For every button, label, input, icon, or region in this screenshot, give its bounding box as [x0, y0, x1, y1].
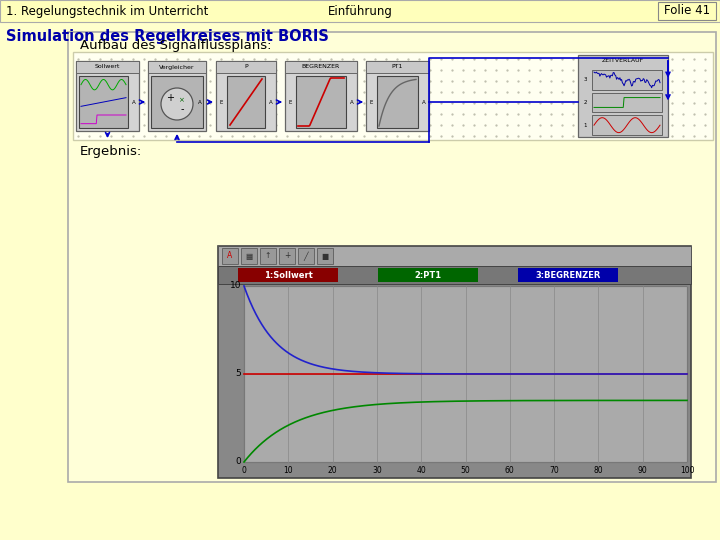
Text: +: +	[166, 93, 174, 103]
Text: PT1: PT1	[392, 64, 403, 70]
Bar	[260, 248, 276, 264]
Bar	[148, 61, 206, 131]
Text: Sollwert: Sollwert	[95, 64, 120, 70]
Bar	[366, 61, 429, 131]
Bar	[377, 76, 418, 128]
Bar	[592, 70, 662, 90]
Text: 10: 10	[230, 281, 241, 291]
Bar	[76, 61, 139, 73]
Bar	[378, 268, 478, 282]
Text: 1. Regelungstechnik im Unterricht: 1. Regelungstechnik im Unterricht	[6, 4, 208, 17]
Bar	[0, 0, 720, 22]
Text: 0: 0	[242, 466, 246, 475]
Text: 3:BEGRENZER: 3:BEGRENZER	[535, 271, 600, 280]
Bar	[216, 61, 276, 73]
Text: A: A	[132, 99, 136, 105]
Text: 10: 10	[284, 466, 293, 475]
Text: 70: 70	[549, 466, 559, 475]
Text: A: A	[228, 252, 233, 260]
Text: 2: 2	[583, 100, 587, 105]
Text: A: A	[422, 99, 426, 105]
Text: 80: 80	[593, 466, 603, 475]
Text: Aufbau des Signalflussplans:: Aufbau des Signalflussplans:	[80, 39, 271, 52]
Text: ×: ×	[178, 97, 184, 103]
Circle shape	[161, 88, 193, 120]
Bar	[148, 61, 206, 73]
Bar	[216, 61, 276, 131]
Bar	[285, 61, 357, 73]
Bar	[227, 76, 265, 128]
Text: E: E	[220, 99, 222, 105]
Text: 20: 20	[328, 466, 338, 475]
Text: ■: ■	[321, 252, 328, 260]
Text: 30: 30	[372, 466, 382, 475]
Text: Folie 41: Folie 41	[664, 4, 710, 17]
Bar	[592, 93, 662, 112]
Text: -: -	[180, 104, 184, 114]
Text: A: A	[198, 99, 202, 105]
Text: E: E	[369, 99, 373, 105]
Bar	[222, 248, 238, 264]
Text: ↑: ↑	[265, 252, 271, 260]
Bar	[79, 76, 128, 128]
Bar	[592, 116, 662, 135]
Text: 0: 0	[235, 457, 241, 467]
Text: A: A	[269, 99, 273, 105]
Text: Ergebnis:: Ergebnis:	[80, 145, 143, 159]
Text: BEGRENZER: BEGRENZER	[302, 64, 340, 70]
Text: ZEITVERLAUF: ZEITVERLAUF	[602, 57, 644, 63]
Bar	[73, 52, 713, 140]
Text: Vergleicher: Vergleicher	[159, 64, 194, 70]
Text: +: +	[284, 252, 290, 260]
Text: E: E	[288, 99, 292, 105]
Text: 60: 60	[505, 466, 515, 475]
Bar	[218, 246, 691, 478]
Text: 100: 100	[680, 466, 694, 475]
Text: 2:PT1: 2:PT1	[415, 271, 441, 280]
Text: P: P	[244, 64, 248, 70]
Bar	[296, 76, 346, 128]
Bar	[298, 248, 314, 264]
Bar	[68, 32, 716, 482]
Text: ▦: ▦	[246, 252, 253, 260]
Text: 3: 3	[583, 77, 587, 82]
Bar	[218, 266, 691, 284]
Text: 5: 5	[235, 369, 241, 379]
Text: 1: 1	[583, 123, 587, 127]
Text: Einführung: Einführung	[328, 4, 392, 17]
Text: 40: 40	[416, 466, 426, 475]
Text: 90: 90	[638, 466, 647, 475]
Text: ╱: ╱	[304, 251, 308, 261]
Bar	[241, 248, 257, 264]
Bar	[218, 246, 691, 266]
Bar	[244, 286, 687, 462]
Bar	[238, 268, 338, 282]
Bar	[317, 248, 333, 264]
Bar	[658, 2, 716, 20]
Text: Simulation des Regelkreises mit BORIS: Simulation des Regelkreises mit BORIS	[6, 30, 329, 44]
Bar	[366, 61, 429, 73]
Bar	[279, 248, 295, 264]
Text: 50: 50	[461, 466, 470, 475]
Bar	[285, 61, 357, 131]
Bar	[76, 61, 139, 131]
Bar	[151, 76, 203, 128]
Bar	[518, 268, 618, 282]
Text: 1:Sollwert: 1:Sollwert	[264, 271, 312, 280]
Bar	[578, 55, 668, 137]
Text: A: A	[350, 99, 354, 105]
